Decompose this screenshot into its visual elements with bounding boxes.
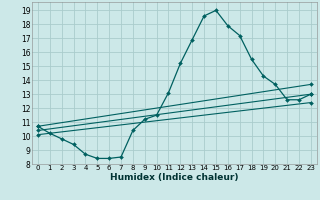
X-axis label: Humidex (Indice chaleur): Humidex (Indice chaleur) (110, 173, 239, 182)
